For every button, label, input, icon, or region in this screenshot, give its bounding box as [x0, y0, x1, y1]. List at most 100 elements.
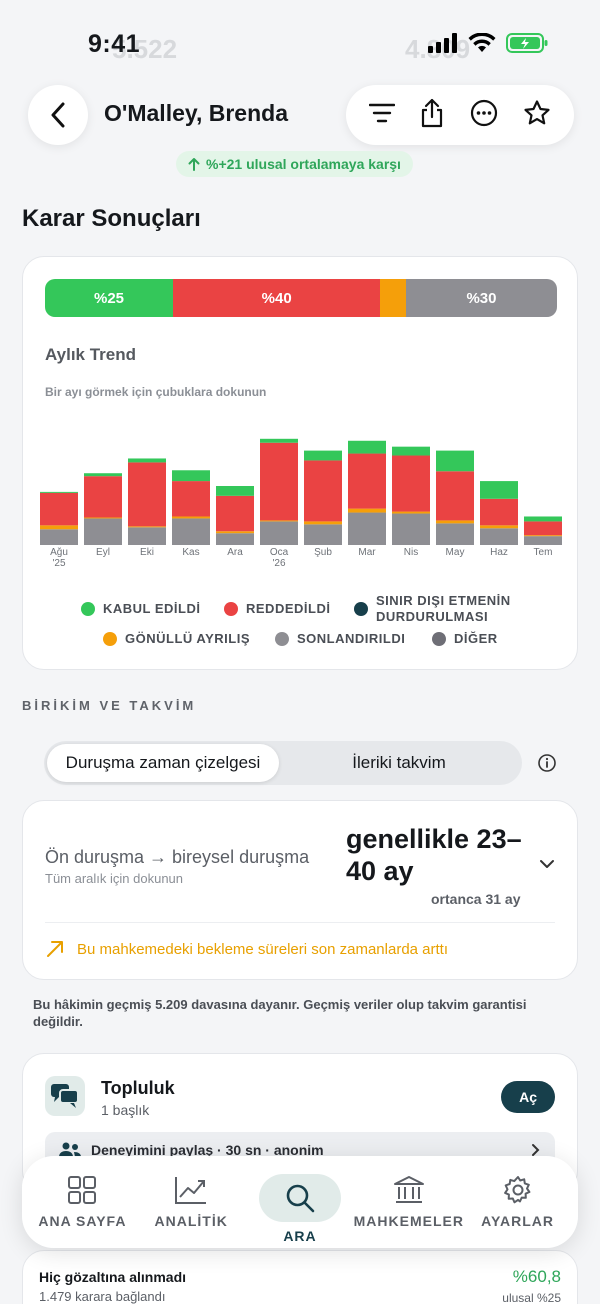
legend-termination: SINIR DIŞI ETMENİN DURDURULMASI: [354, 593, 511, 625]
monthly-trend-chart[interactable]: Ağu'25 Eyl Eki Kas Ara Oca'26 Şub Mar Nis May Haz T…: [37, 417, 565, 567]
tab-settings[interactable]: AYARLAR: [468, 1175, 568, 1229]
battery-icon: [506, 33, 548, 53]
grid-icon: [68, 1176, 97, 1204]
info-button[interactable]: [537, 753, 557, 778]
bar-segment: [392, 513, 430, 545]
outcome-split-bar[interactable]: %25 %40 %30: [45, 279, 557, 317]
tab-upcoming-calendar[interactable]: İleriki takvim: [352, 753, 446, 772]
month-bar[interactable]: [128, 458, 166, 545]
share-experience-text: Deneyimini paylaş · 30 sn · anonim: [91, 1142, 324, 1158]
month-bar[interactable]: [524, 516, 562, 545]
bar-segment: [304, 521, 342, 525]
trend-hint: Bir ayı görmek için çubuklara dokunun: [45, 385, 267, 399]
bar-segment: [84, 517, 122, 519]
bar-segment: [304, 460, 342, 522]
month-bar[interactable]: [480, 481, 518, 545]
outcome-segment: %25: [45, 279, 173, 317]
tab-home[interactable]: ANA SAYFA: [32, 1175, 132, 1229]
month-bar[interactable]: [260, 438, 298, 545]
month-bar[interactable]: [392, 446, 430, 545]
bar-segment: [40, 525, 78, 530]
detention-title: Hiç gözaltına alınmadı: [39, 1269, 187, 1285]
gear-icon: [503, 1176, 530, 1204]
tab-hearing-timeline[interactable]: Duruşma zaman çizelgesi: [47, 744, 279, 782]
expand-button[interactable]: [539, 857, 555, 875]
national-comparison-text: %+21 ulusal ortalamaya karşı: [206, 156, 401, 172]
share-button[interactable]: [420, 98, 444, 133]
timeline-card[interactable]: Ön duruşma → bireysel duruşma Tüm aralık…: [22, 800, 578, 980]
info-icon: [538, 754, 556, 772]
bar-segment: [524, 536, 562, 545]
bar-segment: [260, 520, 298, 522]
divider: [45, 922, 555, 923]
tab-label: ANALİTİK: [154, 1213, 228, 1229]
legend-label: SINIR DIŞI ETMENİN DURDURULMASI: [376, 593, 511, 625]
month-bar[interactable]: [84, 473, 122, 545]
bar-segment: [348, 440, 386, 454]
bar-segment: [216, 495, 254, 532]
outcome-segment: %30: [405, 279, 557, 317]
bar-segment: [348, 512, 386, 545]
favorite-button[interactable]: [523, 99, 551, 132]
x-tick-label: Haz: [490, 547, 508, 558]
open-community-button[interactable]: Aç: [501, 1081, 555, 1113]
month-bar[interactable]: [348, 440, 386, 545]
x-tick-label: Ara: [227, 547, 243, 558]
bar-segment: [524, 521, 562, 536]
legend-dot: [103, 631, 117, 646]
trend-up-arrow-icon: [47, 941, 63, 957]
bar-segment: [480, 528, 518, 545]
status-icons: [428, 32, 548, 54]
back-button[interactable]: [28, 85, 88, 145]
x-tick-label: Eki: [140, 547, 154, 558]
signal-icon: [428, 33, 457, 53]
bar-segment: [524, 535, 562, 537]
legend-voluntary-departure: GÖNÜLLÜ AYRILIŞ: [103, 631, 250, 646]
timeline-label: Ön duruşma → bireysel duruşma: [45, 847, 310, 867]
detention-national-note: ulusal %25: [502, 1291, 561, 1304]
outcome-segment: %40: [173, 279, 381, 317]
month-bar[interactable]: [216, 486, 254, 545]
month-bar[interactable]: [40, 491, 78, 545]
bar-segment: [128, 462, 166, 527]
community-subtitle: 1 başlık: [101, 1102, 150, 1118]
chevron-left-icon: [51, 102, 65, 128]
tab-active-indicator: [258, 1174, 341, 1222]
bar-segment: [128, 526, 166, 528]
bar-segment: [172, 516, 210, 519]
x-tick-label: '25: [52, 558, 65, 567]
detention-card[interactable]: Hiç gözaltına alınmadı 1.479 karara bağl…: [22, 1250, 578, 1304]
bar-segment: [172, 470, 210, 482]
bar-segment: [436, 520, 474, 524]
month-bar[interactable]: [436, 450, 474, 545]
bar-segment: [524, 516, 562, 522]
legend-label: GÖNÜLLÜ AYRILIŞ: [125, 631, 250, 646]
more-options-icon: [470, 99, 497, 126]
x-tick-label: May: [446, 547, 465, 558]
bar-segment: [128, 527, 166, 545]
filter-button[interactable]: [368, 102, 395, 129]
tab-courts[interactable]: MAHKEMELER: [354, 1175, 463, 1229]
calendar-section-title: BİRİKİM VE TAKVİM: [22, 698, 197, 713]
community-title: Topluluk: [101, 1078, 175, 1098]
tab-search[interactable]: ARA: [250, 1174, 350, 1244]
timeline-median: ortanca 31 ay: [431, 891, 521, 907]
calendar-segmented-control: Duruşma zaman çizelgesi İleriki takvim: [44, 741, 522, 785]
x-tick-label: Tem: [534, 547, 553, 558]
star-icon: [524, 99, 550, 124]
month-bar[interactable]: [172, 470, 210, 545]
bar-segment: [40, 491, 78, 493]
legend-dot: [224, 601, 238, 616]
month-bar[interactable]: [304, 450, 342, 545]
status-time: 9:41: [88, 30, 141, 58]
chat-bubbles-icon: [51, 1084, 79, 1108]
more-button[interactable]: [470, 99, 498, 132]
bar-segment: [260, 438, 298, 443]
tab-label: ANA SAYFA: [38, 1213, 127, 1229]
legend-terminated: SONLANDIRILDI: [275, 631, 405, 646]
decisions-title: Karar Sonuçları: [22, 205, 201, 232]
tab-analytics[interactable]: ANALİTİK: [141, 1175, 241, 1229]
bar-segment: [40, 492, 78, 526]
tab-label: MAHKEMELER: [353, 1213, 464, 1229]
legend-dot: [354, 602, 368, 616]
